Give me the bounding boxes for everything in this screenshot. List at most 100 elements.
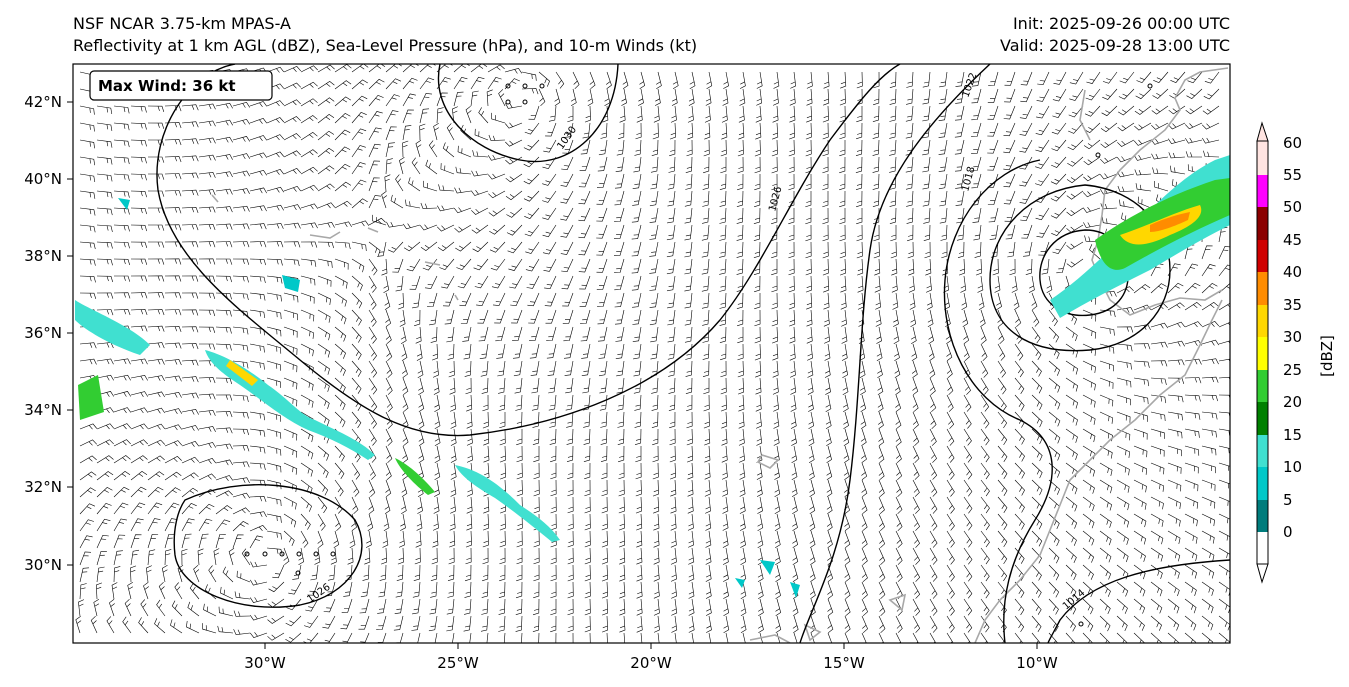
wind-barb <box>912 598 921 616</box>
wind-barb <box>283 547 290 566</box>
wind-barb <box>368 496 375 515</box>
wind-barb <box>1150 322 1169 329</box>
wind-barb <box>351 496 359 515</box>
wind-barb <box>895 462 903 481</box>
wind-barb <box>418 377 424 396</box>
wind-barb <box>220 586 234 600</box>
wind-barb <box>215 171 233 178</box>
wind-barb <box>334 292 347 307</box>
wind-barb <box>360 581 370 598</box>
wind-barb <box>636 564 643 582</box>
wind-barb <box>1116 547 1129 563</box>
wind-barb <box>788 173 795 191</box>
wind-barb <box>1167 359 1185 366</box>
wind-barb <box>215 136 233 143</box>
wind-barb <box>198 377 216 384</box>
wind-barb <box>771 275 778 293</box>
wind-barb <box>502 632 506 643</box>
wind-barb <box>317 479 329 496</box>
wind-barb <box>589 632 591 643</box>
wind-barb <box>601 547 608 565</box>
wind-barb <box>497 360 506 377</box>
wind-barb <box>563 326 574 342</box>
wind-barb <box>283 241 301 248</box>
wind-barb <box>249 135 268 141</box>
wind-barb <box>397 547 404 565</box>
wind-barb <box>381 190 388 209</box>
wind-barb <box>941 242 948 259</box>
wind-barb <box>397 292 404 310</box>
wind-barb <box>164 533 175 549</box>
wind-barb <box>670 479 677 497</box>
wind-barb <box>997 377 1007 395</box>
madeira-island <box>756 454 780 469</box>
wind-barb <box>1068 105 1084 118</box>
wind-barb <box>757 581 764 600</box>
wind-barb <box>113 455 131 464</box>
wind-barb <box>684 241 693 258</box>
wind-barb <box>215 326 232 334</box>
wind-barb <box>266 377 281 388</box>
wind-barb <box>181 326 199 333</box>
wind-barb <box>79 156 95 166</box>
low-marker <box>1095 152 1101 158</box>
wind-barb <box>805 139 812 157</box>
wind-barb <box>438 184 455 192</box>
max-wind-text: Max Wind: 36 kt <box>98 77 236 95</box>
wind-barb <box>300 81 318 90</box>
wind-barb <box>482 394 489 412</box>
wind-barb <box>1084 235 1101 243</box>
wind-barb <box>96 487 113 498</box>
wind-barb <box>739 71 746 89</box>
wind-barb <box>499 462 507 480</box>
wind-barb <box>584 615 591 633</box>
wind-barb <box>351 292 363 309</box>
wind-barb <box>1201 411 1218 420</box>
wind-barb <box>1167 340 1185 347</box>
wind-barb <box>738 428 745 446</box>
wind-barb <box>1167 122 1186 130</box>
wind-barb <box>499 428 506 446</box>
wind-barb <box>788 208 795 225</box>
max-wind-box: Max Wind: 36 kt <box>89 70 273 101</box>
wind-barb <box>997 530 1008 548</box>
wind-barb <box>385 326 392 345</box>
wind-barb <box>1011 275 1018 293</box>
wind-barb <box>618 496 625 514</box>
wind-barb <box>130 241 148 248</box>
wind-barb <box>670 105 677 123</box>
colorbar-frame <box>1256 140 1269 565</box>
wind-barb <box>652 122 659 140</box>
wind-barb <box>789 309 796 327</box>
wind-barb <box>420 241 438 251</box>
wind-barb <box>434 479 440 497</box>
wind-barb <box>1069 88 1084 101</box>
wind-barb <box>402 109 414 124</box>
wind-barb <box>1167 513 1181 527</box>
wind-barb <box>417 360 424 378</box>
wind-barb <box>639 71 646 90</box>
wind-barb <box>402 64 419 73</box>
wind-barb <box>1201 394 1218 402</box>
wind-barb <box>113 534 126 549</box>
lat-label: 38°N <box>24 247 62 265</box>
wind-barb <box>614 275 625 291</box>
wind-barb <box>451 106 458 124</box>
wind-barb <box>164 440 183 447</box>
wind-barb <box>875 309 882 327</box>
wind-barb <box>266 445 282 456</box>
wind-barb <box>688 564 695 582</box>
wind-barb <box>300 513 311 530</box>
wind-barb <box>1048 530 1060 547</box>
wind-barb <box>266 117 285 124</box>
wind-barb <box>962 309 969 328</box>
wind-barb <box>267 615 285 624</box>
wind-barb <box>1133 411 1148 422</box>
wind-barb <box>334 163 351 175</box>
wind-barb <box>1218 340 1230 345</box>
wind-barb <box>368 326 377 344</box>
wind-barb <box>704 479 711 497</box>
wind-barb <box>447 343 455 360</box>
wind-barb <box>181 275 199 282</box>
wind-barb <box>402 140 409 158</box>
